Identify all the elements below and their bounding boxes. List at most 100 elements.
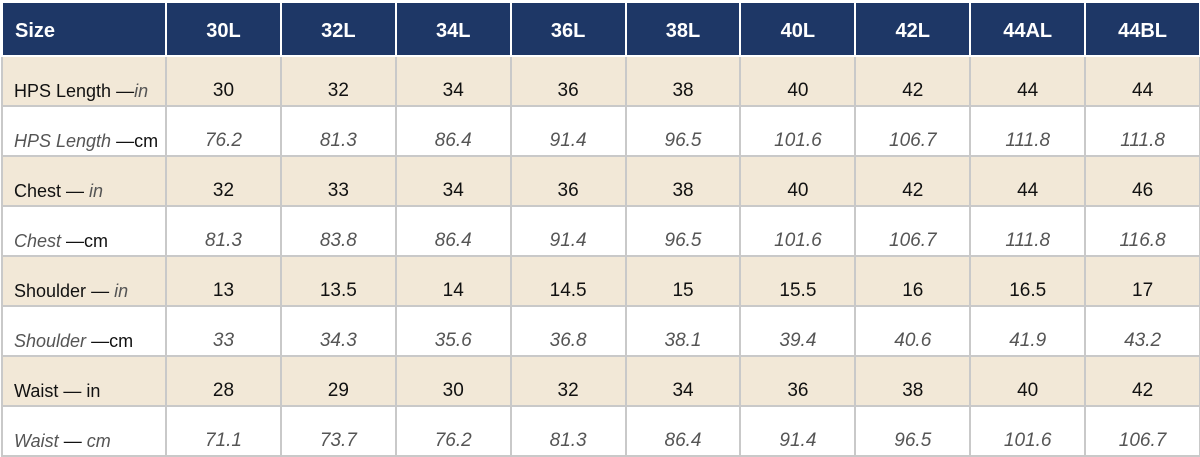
table-cell: 116.8 — [1084, 205, 1200, 257]
table-cell: 76.2 — [394, 405, 512, 457]
header-size-36l: 36L — [509, 1, 627, 57]
row-label: Waist — in — [1, 355, 167, 407]
table-cell: 106.7 — [854, 205, 972, 257]
table-cell: 38 — [854, 355, 972, 407]
table-cell: 81.3 — [509, 405, 627, 457]
table-cell: 32 — [279, 55, 397, 107]
table-row: HPS Length —cm 76.2 81.3 86.4 91.4 96.5 101.6 1… — [1, 105, 1200, 157]
table-cell: 38 — [624, 155, 742, 207]
table-cell: 34 — [394, 155, 512, 207]
table-cell: 44 — [969, 155, 1087, 207]
row-label: Shoulder — in — [1, 255, 167, 307]
table-cell: 17 — [1084, 255, 1200, 307]
table-cell: 13 — [165, 255, 282, 307]
table-cell: 111.8 — [969, 205, 1087, 257]
row-label: Waist — cm — [1, 405, 167, 457]
table-cell: 71.1 — [165, 405, 282, 457]
row-label-unit: cm — [134, 131, 159, 151]
table-cell: 86.4 — [394, 105, 512, 157]
header-size-32l: 32L — [279, 1, 397, 57]
table-cell: 96.5 — [624, 205, 742, 257]
table-cell: 33 — [165, 305, 282, 357]
header-size-38l: 38L — [624, 1, 742, 57]
table-cell: 36 — [509, 155, 627, 207]
table-cell: 15.5 — [739, 255, 857, 307]
table-cell: 42 — [854, 155, 972, 207]
row-label-name: Waist — [14, 431, 59, 451]
row-label: HPS Length —cm — [1, 105, 167, 157]
table-body: HPS Length —in 30 32 34 36 38 40 42 44 44 HPS Leng… — [1, 55, 1200, 457]
table-cell: 46 — [1084, 155, 1200, 207]
header-size-42l: 42L — [854, 1, 972, 57]
table-row: Chest —cm 81.3 83.8 86.4 91.4 96.5 101.6 106.7 1… — [1, 205, 1200, 257]
table-cell: 34 — [394, 55, 512, 107]
row-label-name: Chest — [14, 181, 62, 201]
header-size-40l: 40L — [739, 1, 857, 57]
table-cell: 35.6 — [394, 305, 512, 357]
table-cell: 14 — [394, 255, 512, 307]
table-row: Shoulder — in 13 13.5 14 14.5 15 15.5 16 16.5 17 — [1, 255, 1200, 307]
table-cell: 40.6 — [854, 305, 972, 357]
row-label-unit: in — [114, 281, 129, 301]
table-row: Chest — in 32 33 34 36 38 40 42 44 46 — [1, 155, 1200, 207]
table-cell: 81.3 — [165, 205, 282, 257]
table-cell: 91.4 — [509, 105, 627, 157]
table-cell: 15 — [624, 255, 742, 307]
table-cell: 40 — [739, 155, 857, 207]
table-row: HPS Length —in 30 32 34 36 38 40 42 44 44 — [1, 55, 1200, 107]
table-cell: 36 — [739, 355, 857, 407]
table-cell: 36 — [509, 55, 627, 107]
row-label-name: Shoulder — [14, 331, 87, 351]
row-label: Chest — in — [1, 155, 167, 207]
table-cell: 16.5 — [969, 255, 1087, 307]
table-cell: 33 — [279, 155, 397, 207]
table-cell: 16 — [854, 255, 972, 307]
table-cell: 96.5 — [624, 105, 742, 157]
table-cell: 14.5 — [509, 255, 627, 307]
table-cell: 36.8 — [509, 305, 627, 357]
table-cell: 91.4 — [509, 205, 627, 257]
table-cell: 101.6 — [739, 105, 857, 157]
table-cell: 28 — [165, 355, 282, 407]
table-cell: 43.2 — [1084, 305, 1200, 357]
row-label-name: Chest — [14, 231, 62, 251]
table-cell: 32 — [509, 355, 627, 407]
row-label-name: Shoulder — [14, 281, 87, 301]
header-size-label: Size — [1, 1, 167, 57]
row-label-separator: — — [58, 431, 87, 451]
row-label-separator: — — [86, 331, 110, 351]
table-cell: 76.2 — [165, 105, 282, 157]
row-label: HPS Length —in — [1, 55, 167, 107]
row-label-name: Waist — [14, 381, 59, 401]
row-label-separator: — — [111, 81, 135, 101]
table-cell: 86.4 — [624, 405, 742, 457]
table-cell: 42 — [854, 55, 972, 107]
table-cell: 96.5 — [854, 405, 972, 457]
table-cell: 91.4 — [739, 405, 857, 457]
row-label-separator: — — [86, 281, 115, 301]
table-cell: 83.8 — [279, 205, 397, 257]
table-cell: 41.9 — [969, 305, 1087, 357]
row-label-separator: — — [61, 181, 90, 201]
table-cell: 40 — [739, 55, 857, 107]
row-label-name: HPS Length — [14, 81, 112, 101]
row-label-separator: — — [61, 231, 85, 251]
table-cell: 40 — [969, 355, 1087, 407]
table-cell: 106.7 — [1084, 405, 1200, 457]
table-cell: 13.5 — [279, 255, 397, 307]
header-size-30l: 30L — [165, 1, 282, 57]
table-cell: 106.7 — [854, 105, 972, 157]
table-row: Waist — in 28 29 30 32 34 36 38 40 42 — [1, 355, 1200, 407]
table-cell: 39.4 — [739, 305, 857, 357]
row-label-unit: cm — [86, 431, 111, 451]
row-label-unit: cm — [109, 331, 134, 351]
row-label-name: HPS Length — [14, 131, 112, 151]
table-cell: 101.6 — [739, 205, 857, 257]
header-size-34l: 34L — [394, 1, 512, 57]
header-row: Size 30L 32L 34L 36L 38L 40L 42L 44AL 44… — [1, 1, 1200, 57]
table-cell: 30 — [165, 55, 282, 107]
table-cell: 73.7 — [279, 405, 397, 457]
table-cell: 30 — [394, 355, 512, 407]
table-cell: 29 — [279, 355, 397, 407]
